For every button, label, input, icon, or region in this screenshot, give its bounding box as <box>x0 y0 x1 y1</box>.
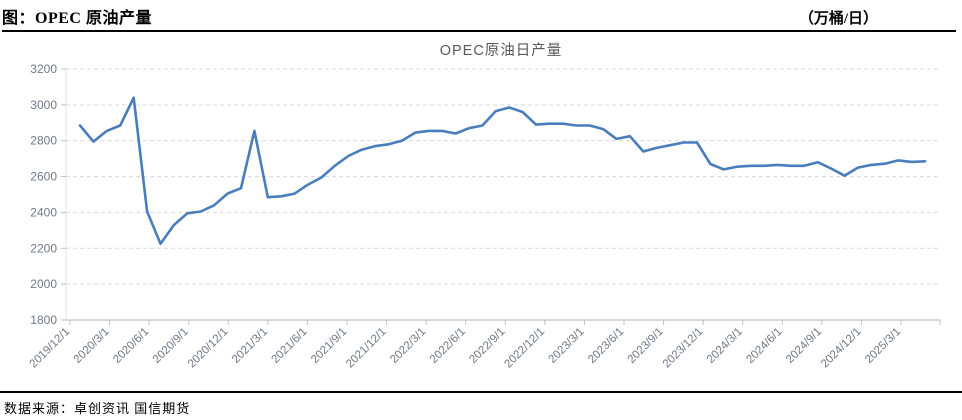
document-header: 图：OPEC 原油产量 （万桶/日） <box>2 4 956 32</box>
x-axis-label: 2021/3/1 <box>230 326 270 366</box>
x-axis-label: 2020/6/1 <box>111 326 151 366</box>
x-axis-label: 2022/6/1 <box>428 326 468 366</box>
y-axis-label: 2600 <box>30 170 57 184</box>
y-axis-label: 1800 <box>30 313 57 327</box>
unit-label: （万桶/日） <box>798 11 878 27</box>
x-axis-label: 2024/3/1 <box>705 326 745 366</box>
x-axis-label: 2022/9/1 <box>467 326 507 366</box>
y-axis-label: 2800 <box>30 134 57 148</box>
x-axis-label: 2023/12/1 <box>661 326 706 371</box>
x-axis-label: 2021/6/1 <box>270 326 310 366</box>
production-line <box>78 96 927 246</box>
x-axis-label: 2020/3/1 <box>72 326 112 366</box>
y-axis-label: 3200 <box>30 62 57 76</box>
y-axis-label: 2200 <box>30 241 57 255</box>
y-axis-label: 2400 <box>30 205 57 219</box>
x-axis-label: 2023/3/1 <box>547 326 587 366</box>
x-axis-label: 2021/9/1 <box>309 326 349 366</box>
x-axis-label: 2023/6/1 <box>586 326 626 366</box>
chart-title: OPEC原油日产量 <box>439 43 563 59</box>
y-axis-label: 3000 <box>30 98 57 112</box>
x-axis-label: 2020/12/1 <box>186 326 231 371</box>
x-axis-label: 2019/12/1 <box>28 326 73 371</box>
x-axis-label: 2022/12/1 <box>502 326 547 371</box>
x-axis-label: 2021/12/1 <box>344 326 389 371</box>
page-title: 图：OPEC 原油产量 <box>2 10 152 27</box>
x-axis-label: 2024/9/1 <box>784 326 824 366</box>
footer-rule <box>0 391 962 393</box>
y-axis-label: 2000 <box>30 277 57 291</box>
x-axis-label: 2020/9/1 <box>151 326 191 366</box>
x-axis-label: 2024/12/1 <box>819 326 864 371</box>
x-axis-label: 2024/6/1 <box>744 326 784 366</box>
x-axis-label: 2023/9/1 <box>626 326 666 366</box>
x-axis-label: 2022/3/1 <box>388 326 428 366</box>
data-source-note: 数据来源：卓创资讯 国信期货 <box>4 401 191 416</box>
x-axis-label: 2025/3/1 <box>863 326 903 366</box>
